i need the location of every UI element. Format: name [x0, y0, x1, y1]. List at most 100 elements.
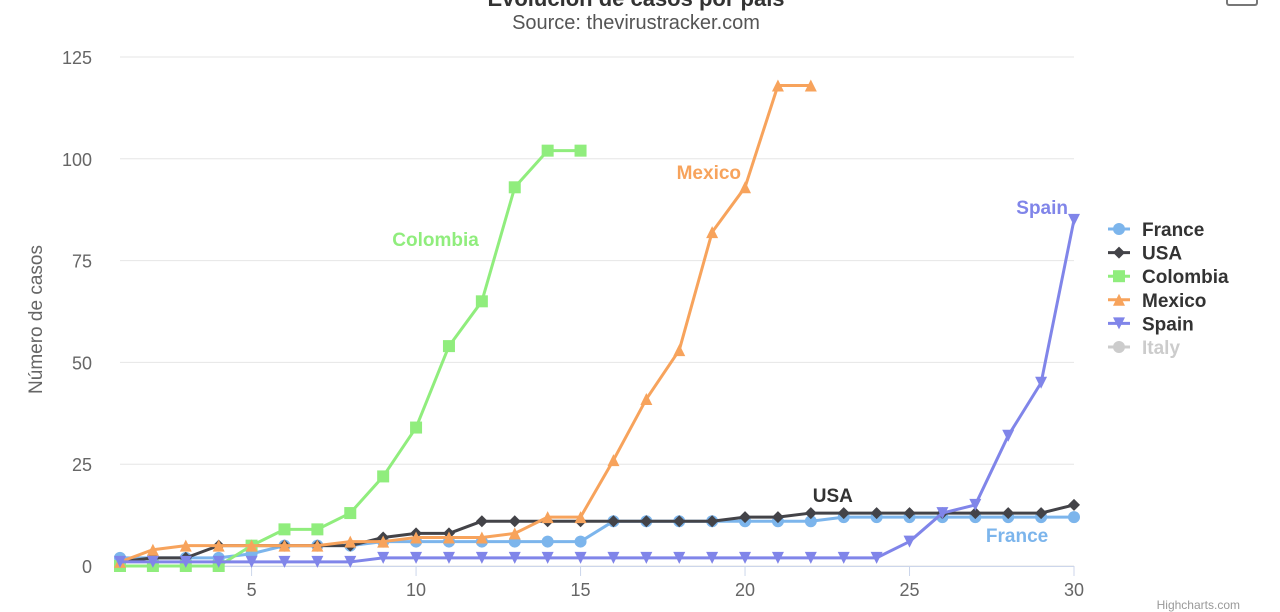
data-point-spain: [344, 555, 357, 568]
series-label-france: France: [986, 526, 1048, 547]
data-point-france: [574, 535, 587, 548]
data-point-mexico: [706, 226, 719, 239]
data-point-mexico: [475, 531, 488, 544]
x-tick-label: 20: [735, 580, 755, 600]
data-point-mexico: [377, 535, 390, 548]
label-layer: France USA Colombia Mexico Spain: [392, 163, 1068, 547]
series-label-usa: USA: [813, 486, 853, 507]
data-point-mexico: [607, 454, 620, 467]
y-tick-label: 125: [62, 48, 92, 68]
legend-symbol-colombia: [1113, 270, 1125, 283]
data-point-spain: [969, 498, 982, 511]
x-tick-label: 15: [571, 580, 591, 600]
data-point-spain: [771, 551, 784, 564]
legend-item-usa[interactable]: USA: [1108, 244, 1182, 265]
data-point-mexico: [212, 539, 225, 552]
axis-layer: 0 25 50 75 100 125 5 10 15 20 25 30 Número de casos: [26, 48, 1084, 600]
y-axis-title: Número de casos: [26, 245, 47, 394]
data-point-spain: [114, 555, 126, 568]
data-point-spain: [739, 551, 752, 564]
data-point-colombia: [475, 295, 488, 308]
credits-link[interactable]: Highcharts.com: [1156, 598, 1240, 612]
data-point-usa: [837, 507, 850, 520]
data-point-france: [541, 535, 554, 548]
data-point-colombia: [344, 507, 357, 520]
x-tick-label: 30: [1064, 580, 1084, 600]
legend-symbol-spain: [1113, 317, 1125, 330]
data-point-mexico: [311, 539, 324, 552]
data-point-colombia: [410, 421, 423, 434]
data-point-mexico: [673, 344, 686, 357]
data-point-spain: [475, 551, 488, 564]
y-tick-label: 25: [72, 455, 92, 475]
chart-title: Evolución de casos por país: [0, 0, 1272, 12]
x-tick-label: 25: [900, 580, 920, 600]
series-label-colombia: Colombia: [392, 230, 479, 251]
data-point-spain: [541, 551, 554, 564]
data-point-spain: [574, 551, 587, 564]
data-point-mexico: [640, 393, 653, 406]
data-point-spain: [607, 551, 620, 564]
data-point-usa: [706, 515, 719, 528]
data-point-mexico: [541, 511, 554, 524]
data-point-usa: [673, 515, 686, 528]
data-point-spain: [508, 551, 521, 564]
data-point-colombia: [508, 181, 521, 194]
data-point-spain: [212, 555, 225, 568]
legend-item-mexico[interactable]: Mexico: [1108, 291, 1206, 312]
series-label-mexico: Mexico: [677, 163, 741, 184]
legend-label-colombia: Colombia: [1142, 267, 1229, 288]
y-tick-label: 50: [72, 353, 92, 373]
legend-symbol-france: [1113, 223, 1125, 235]
data-point-spain: [442, 551, 455, 564]
data-point-usa: [475, 515, 488, 528]
data-point-usa: [903, 507, 916, 520]
data-point-usa: [508, 515, 521, 528]
data-point-colombia: [442, 340, 455, 353]
data-point-colombia: [311, 523, 324, 536]
legend-symbol-usa: [1113, 246, 1125, 259]
x-tick-label: 5: [247, 580, 257, 600]
data-point-spain: [706, 551, 719, 564]
data-point-spain: [146, 555, 159, 568]
chart-menu-button[interactable]: [1226, 0, 1258, 6]
data-point-spain: [870, 551, 883, 564]
data-point-spain: [410, 551, 423, 564]
data-point-usa: [640, 515, 653, 528]
y-tick-label: 100: [62, 150, 92, 170]
series-line-usa: [118, 503, 1076, 564]
series-layer: [114, 79, 1080, 572]
data-point-spain: [903, 535, 916, 548]
x-tick-label: 10: [406, 580, 426, 600]
series-spain: [114, 213, 1080, 568]
data-point-mexico: [245, 539, 258, 552]
legend-item-spain[interactable]: Spain: [1108, 314, 1194, 335]
data-point-mexico: [804, 79, 817, 92]
legend-item-italy[interactable]: Italy: [1108, 338, 1180, 359]
legend-symbol-italy: [1113, 341, 1125, 353]
legend-label-usa: USA: [1142, 244, 1182, 265]
data-point-mexico: [574, 511, 587, 524]
data-point-usa: [1068, 498, 1080, 511]
data-point-usa: [1002, 507, 1015, 520]
data-point-colombia: [377, 470, 390, 483]
legend-item-france[interactable]: France: [1108, 220, 1204, 241]
data-point-mexico: [771, 79, 784, 92]
series-label-spain: Spain: [1016, 198, 1068, 219]
series-line-mexico: [118, 84, 813, 564]
data-point-mexico: [344, 535, 357, 548]
data-point-usa: [739, 511, 752, 524]
data-point-mexico: [278, 539, 291, 552]
data-point-usa: [870, 507, 883, 520]
data-point-spain: [1035, 376, 1048, 389]
data-point-spain: [1002, 429, 1015, 442]
data-point-france: [1068, 511, 1080, 524]
data-point-spain: [804, 551, 817, 564]
legend-symbol-mexico: [1113, 293, 1125, 306]
legend-item-colombia[interactable]: Colombia: [1108, 267, 1229, 288]
data-point-mexico: [739, 181, 752, 194]
legend-label-france: France: [1142, 220, 1204, 241]
data-point-spain: [245, 555, 258, 568]
